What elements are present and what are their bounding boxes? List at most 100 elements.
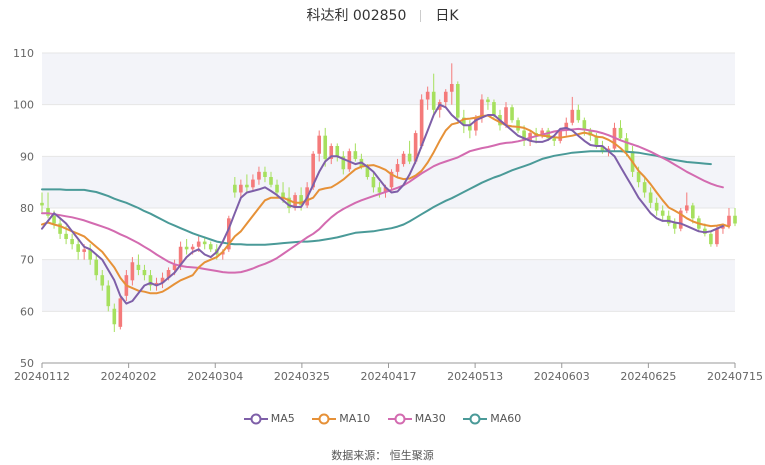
candle-body <box>624 138 629 152</box>
ma5-marker-icon <box>243 413 268 425</box>
candle <box>733 208 737 227</box>
candle-body <box>52 215 56 224</box>
candle <box>40 192 44 214</box>
candle-body <box>142 270 147 276</box>
candle <box>389 169 394 190</box>
y-tick-label: 90 <box>20 150 34 163</box>
x-tick-label: 20240513 <box>447 370 503 383</box>
x-tick-label: 20240202 <box>101 370 157 383</box>
candle <box>341 151 346 175</box>
candle-body <box>311 153 315 188</box>
candle-body <box>341 156 346 170</box>
candle <box>118 295 123 330</box>
candle <box>642 177 647 198</box>
candle <box>431 73 436 115</box>
candle <box>94 254 99 281</box>
candle-body <box>245 184 249 188</box>
candle <box>570 96 575 126</box>
candle <box>353 143 358 162</box>
candle <box>407 140 412 165</box>
candle-body <box>425 91 430 100</box>
candle-body <box>395 164 400 172</box>
candle-body <box>516 120 520 131</box>
legend-item-ma30[interactable]: MA30 <box>387 412 446 425</box>
candle-body <box>462 117 466 126</box>
legend-label-ma5: MA5 <box>270 412 295 425</box>
candle-body <box>329 146 334 159</box>
candle-body <box>353 151 358 159</box>
candle-body <box>443 91 448 103</box>
candle-body <box>335 146 340 157</box>
candle-body <box>703 228 707 234</box>
candle <box>317 130 322 162</box>
candle <box>112 303 117 332</box>
candle-body <box>455 84 460 118</box>
candle <box>371 171 376 193</box>
candle-body <box>654 202 659 211</box>
candle-body <box>347 151 352 170</box>
ma30-marker-icon <box>387 413 412 425</box>
candle-body <box>709 233 713 245</box>
candle <box>160 272 165 289</box>
candle-body <box>76 244 80 252</box>
candle-body <box>365 166 370 177</box>
candle <box>727 208 731 229</box>
candle-body <box>721 226 725 229</box>
candle-body <box>317 135 322 154</box>
candle-body <box>727 215 731 227</box>
candle <box>684 192 689 214</box>
y-tick-label: 100 <box>13 99 34 112</box>
x-tick-label: 20240625 <box>620 370 676 383</box>
candle-body <box>88 249 93 260</box>
candle <box>516 117 520 134</box>
candle <box>709 231 713 247</box>
candle-body <box>546 130 550 139</box>
candle <box>227 215 231 252</box>
ma5-line <box>41 103 724 305</box>
candle-body <box>449 84 454 92</box>
candle-body <box>94 259 99 276</box>
candle <box>329 143 334 165</box>
candle <box>401 151 406 167</box>
legend-item-ma10[interactable]: MA10 <box>312 412 370 425</box>
candle-body <box>636 171 641 183</box>
candle-body <box>648 192 653 203</box>
candle <box>347 148 352 172</box>
candle <box>251 174 255 190</box>
candle <box>130 257 135 286</box>
period-label: 日K <box>435 8 459 24</box>
candle <box>154 277 159 291</box>
candle-body <box>431 91 436 110</box>
candle <box>76 239 80 260</box>
candle-body <box>287 197 291 208</box>
legend-label-ma10: MA10 <box>339 412 371 425</box>
candle <box>202 236 207 250</box>
grid-lines <box>42 52 735 364</box>
candle-body <box>733 215 737 224</box>
candle-body <box>552 138 557 141</box>
candle <box>449 63 454 105</box>
candle-body <box>239 184 243 193</box>
legend-item-ma60[interactable]: MA60 <box>463 412 521 425</box>
candle <box>257 166 261 185</box>
candle-body <box>642 182 647 193</box>
candle <box>666 210 671 227</box>
candle-body <box>172 264 177 270</box>
legend-item-ma5[interactable]: MA5 <box>243 412 295 425</box>
candle <box>269 171 273 188</box>
candle <box>486 96 490 110</box>
candle-body <box>190 246 195 250</box>
candle-body <box>269 177 273 185</box>
candle-body <box>389 171 394 188</box>
candle <box>672 218 677 234</box>
candle <box>419 94 424 149</box>
candle-body <box>160 277 165 283</box>
candle-body <box>486 99 490 103</box>
candle-body <box>263 171 267 177</box>
candle-body <box>166 270 171 278</box>
candle-body <box>70 239 74 245</box>
candle <box>462 109 466 134</box>
candle-body <box>100 275 105 286</box>
ma60-line <box>41 150 712 246</box>
candle <box>443 89 448 108</box>
